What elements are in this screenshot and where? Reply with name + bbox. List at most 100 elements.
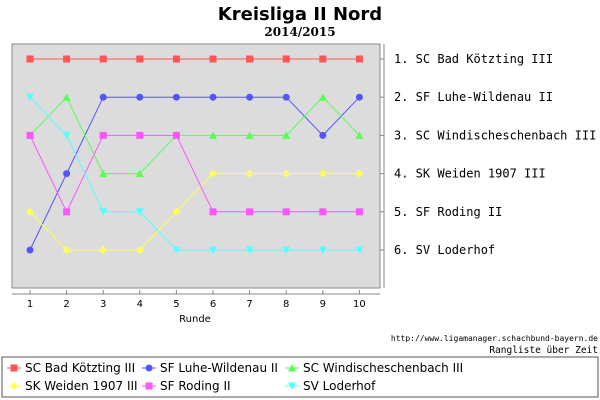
rank-label: 1. SC Bad Kötzting III — [394, 52, 553, 66]
data-point — [136, 55, 144, 63]
data-point — [26, 131, 34, 139]
legend-label: SF Roding II — [160, 379, 231, 393]
data-point — [135, 246, 144, 254]
data-point — [209, 93, 217, 101]
x-axis-label: Runde — [179, 314, 211, 325]
data-point — [319, 131, 327, 139]
data-point — [246, 208, 254, 216]
data-point — [26, 93, 34, 102]
right-axis-ticks — [380, 58, 384, 251]
rank-label: 4. SK Weiden 1907 III — [394, 167, 546, 181]
data-point — [246, 55, 254, 63]
x-tick-label: 3 — [100, 299, 106, 310]
data-point — [136, 93, 144, 101]
source-url: http://www.ligamanager.schachbund-bayern… — [391, 334, 598, 343]
data-point — [172, 207, 181, 216]
data-point — [99, 131, 107, 139]
data-point — [318, 93, 327, 101]
x-tick-label: 5 — [173, 299, 179, 310]
data-point — [355, 169, 364, 178]
data-point — [26, 246, 34, 254]
series-3 — [26, 169, 364, 254]
data-point — [209, 208, 217, 216]
data-point — [135, 169, 144, 178]
rank-label: 5. SF Roding II — [394, 205, 502, 219]
legend-label: SK Weiden 1907 III — [25, 379, 138, 393]
legend-label: SC Bad Kötzting III — [25, 361, 135, 375]
legend-box — [1, 356, 599, 398]
data-point — [62, 246, 71, 254]
legend: SC Bad Kötzting III SF Luhe-Wildenau II SC… — [7, 361, 463, 393]
data-point — [99, 169, 108, 178]
data-point — [319, 55, 327, 63]
data-point — [355, 208, 363, 216]
data-point — [209, 131, 217, 139]
series-0 — [26, 55, 363, 63]
legend-marker — [10, 382, 18, 390]
data-point — [172, 131, 180, 139]
data-point — [172, 93, 180, 101]
legend-item: SF Roding II — [142, 379, 231, 393]
data-point — [63, 55, 71, 63]
x-tick-label: 6 — [210, 299, 216, 310]
legend-item: SV Loderhof — [285, 379, 376, 393]
data-point — [355, 93, 363, 101]
legend-item: SK Weiden 1907 III — [7, 379, 138, 393]
rank-label: 3. SC Windischeschenbach III — [394, 128, 596, 142]
chart-note: Rangliste über Zeit — [489, 345, 598, 356]
data-point — [62, 131, 71, 140]
data-point — [282, 55, 290, 63]
data-point — [282, 169, 291, 178]
series-layer — [26, 55, 364, 254]
data-point — [172, 246, 181, 254]
x-tick-label: 1 — [27, 299, 33, 310]
data-point — [135, 208, 144, 216]
data-point — [99, 246, 108, 254]
data-point — [63, 208, 71, 216]
data-point — [209, 246, 217, 254]
data-point — [318, 246, 327, 254]
data-point — [26, 207, 34, 216]
legend-label: SV Loderhof — [303, 379, 376, 393]
legend-label: SF Luhe-Wildenau II — [160, 361, 278, 375]
data-point — [282, 131, 291, 139]
data-point — [136, 131, 144, 139]
rank-label: 2. SF Luhe-Wildenau II — [394, 90, 553, 104]
rank-labels: 1. SC Bad Kötzting III 2. SF Luhe-Wildena… — [394, 52, 596, 257]
legend-marker — [145, 364, 153, 372]
legend-marker — [10, 364, 18, 372]
data-point — [209, 169, 217, 178]
data-point — [63, 170, 71, 178]
chart-title: Kreisliga II Nord — [218, 4, 382, 25]
series-line — [29, 173, 360, 251]
data-point — [245, 246, 254, 254]
series-line — [29, 96, 360, 251]
data-point — [172, 55, 180, 63]
x-tick-label: 7 — [246, 299, 252, 310]
data-point — [355, 246, 364, 254]
data-point — [26, 55, 34, 63]
series-line — [29, 96, 360, 175]
data-point — [318, 169, 327, 178]
chart-subtitle: 2014/2015 — [264, 25, 335, 39]
data-point — [209, 55, 217, 63]
x-tick-label: 8 — [283, 299, 289, 310]
x-tick-label: 9 — [320, 299, 326, 310]
x-axis-ticks: 1 2 3 4 5 6 7 8 9 10 — [27, 290, 366, 310]
legend-item: SC Bad Kötzting III — [7, 361, 135, 375]
data-point — [246, 93, 254, 101]
data-point — [99, 93, 107, 101]
legend-item: SC Windischeschenbach III — [285, 361, 463, 375]
legend-marker — [288, 382, 296, 390]
legend-item: SF Luhe-Wildenau II — [142, 361, 278, 375]
data-point — [355, 131, 364, 139]
data-point — [99, 55, 107, 63]
x-tick-label: 10 — [353, 299, 366, 310]
data-point — [245, 131, 254, 139]
legend-label: SC Windischeschenbach III — [303, 361, 463, 375]
x-tick-label: 2 — [63, 299, 69, 310]
plot-area — [11, 43, 381, 289]
data-point — [282, 246, 291, 254]
series-5 — [26, 93, 364, 254]
